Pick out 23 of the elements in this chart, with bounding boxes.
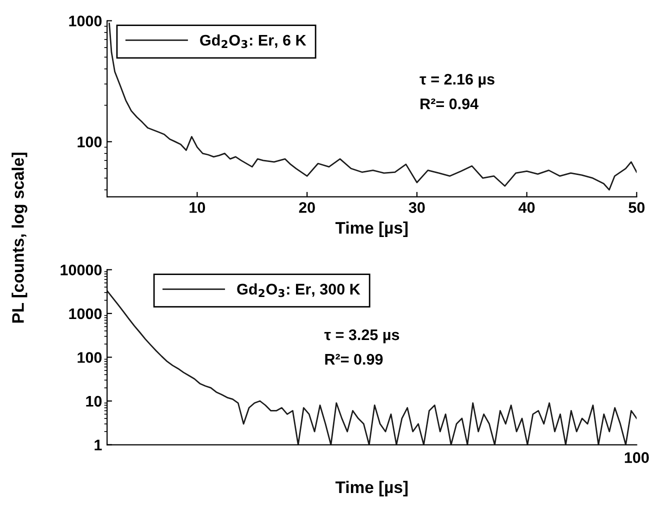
y-tick-label: 1000 xyxy=(69,16,102,26)
x-axis-title: Time [µs] xyxy=(335,221,408,238)
y-tick-label: 1000 xyxy=(69,308,102,320)
legend-label: Gd$_{2}$O$_{3}$: Er, 6 K xyxy=(200,34,306,48)
y-tick-label: 10 xyxy=(86,396,102,407)
x-tick-label: 50 xyxy=(628,202,645,213)
x-tick-label: 10 xyxy=(190,202,206,213)
y-tick-label: 10000 xyxy=(60,264,102,276)
annotation: R²= 0.94 xyxy=(420,98,478,110)
y-tick-label: 1 xyxy=(94,440,102,450)
x-axis-title: Time [µs] xyxy=(335,480,408,496)
x-tick-label: 30 xyxy=(408,202,425,213)
annotation: R²= 0.99 xyxy=(325,354,383,365)
x-tick-label: 20 xyxy=(299,202,315,213)
line-series xyxy=(108,22,637,191)
annotation: τ = 3.25 µs xyxy=(324,329,400,344)
annotation: τ = 2.16 µs xyxy=(420,74,494,88)
y-tick-label: 100 xyxy=(78,352,102,363)
y-tick-label: 100 xyxy=(78,136,102,148)
legend-label: Gd$_{2}$O$_{3}$: Er, 300 K xyxy=(237,283,360,298)
text: 100 xyxy=(624,452,649,463)
x-tick-label: 40 xyxy=(518,202,535,213)
y-axis-title: PL [counts, log scale] xyxy=(12,152,28,323)
